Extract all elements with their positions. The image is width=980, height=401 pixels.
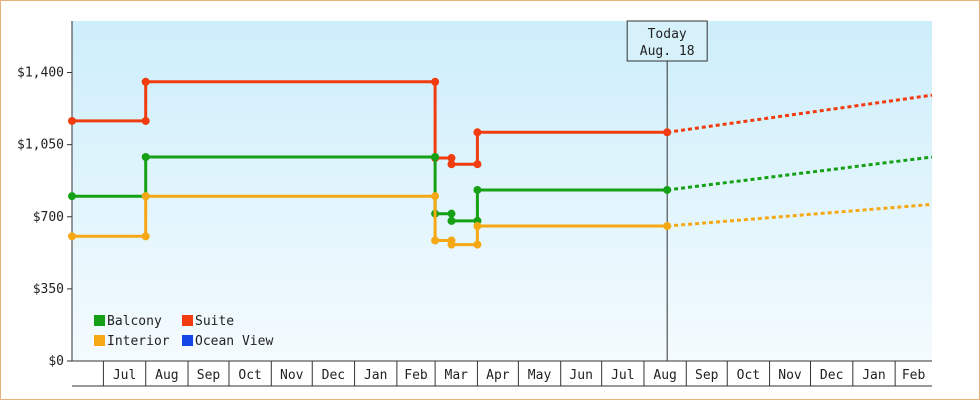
x-tick-label: May <box>528 368 552 383</box>
series-interior-point <box>473 240 482 249</box>
x-tick-label: Jan <box>364 368 387 383</box>
x-tick-label: Nov <box>280 368 304 383</box>
series-interior-point <box>447 240 456 249</box>
legend-label-suite: Suite <box>195 314 234 329</box>
legend-swatch-suite <box>182 315 193 326</box>
y-tick-label: $1,400 <box>17 66 64 81</box>
series-balcony-forecast <box>666 155 933 192</box>
x-tick-label: Jun <box>569 368 592 383</box>
series-suite-point <box>447 154 456 163</box>
x-tick-label: Aug <box>653 368 676 383</box>
series-interior-forecast <box>667 202 933 228</box>
series-interior-point <box>473 222 482 231</box>
today-label: Today <box>648 27 687 42</box>
y-axis: $0 $350 $700 $1,050 $1,400 <box>17 21 73 369</box>
today-box <box>626 20 708 62</box>
today-date-label: Aug. 18 <box>640 44 695 59</box>
x-tick-label: Aug <box>155 368 178 383</box>
legend-label-balcony: Balcony <box>107 314 162 329</box>
x-tick-label: Dec <box>820 368 843 383</box>
series-balcony-point <box>663 185 672 194</box>
y-tick-label: $350 <box>33 282 64 297</box>
legend-swatch-interior <box>94 335 105 346</box>
x-tick-label: Sep <box>695 368 719 383</box>
series-suite-point <box>473 128 482 137</box>
legend-swatch-ocean-view <box>182 335 193 346</box>
series-interior-point <box>431 192 440 201</box>
series-balcony-line <box>72 155 668 223</box>
y-tick-label: $0 <box>48 354 64 369</box>
series-group <box>68 77 933 249</box>
series-suite-point <box>68 116 76 125</box>
x-tick-label: Feb <box>404 368 428 383</box>
y-tick-label: $1,050 <box>17 138 64 153</box>
x-tick-label: Sep <box>197 368 221 383</box>
series-interior-point <box>141 232 150 241</box>
series-suite-point <box>663 128 672 137</box>
series-suite-point <box>447 160 456 169</box>
x-tick-label: Dec <box>322 368 345 383</box>
series-interior-point <box>431 236 440 245</box>
x-tick-label: Nov <box>778 368 802 383</box>
series-interior-point <box>663 222 672 231</box>
series-balcony-point <box>431 153 440 161</box>
legend-label-ocean-view: Ocean View <box>195 334 273 349</box>
x-tick-label: Oct <box>737 368 760 383</box>
series-suite-line <box>72 80 668 166</box>
x-axis: Jul Aug Sep Oct Nov Dec Jan Feb Mar Apr May Jun Jul A… <box>72 360 932 387</box>
series-suite-point <box>141 116 150 125</box>
series-interior-point <box>68 232 76 241</box>
series-interior-line <box>72 194 668 247</box>
legend: Balcony Suite Interior Ocean View <box>94 314 273 349</box>
today-marker: Today Aug. 18 <box>626 20 708 361</box>
series-balcony-point <box>141 153 150 161</box>
series-balcony-point <box>68 192 76 201</box>
y-tick-label: $700 <box>33 210 64 225</box>
x-tick-label: Oct <box>238 368 261 383</box>
x-tick-label: Apr <box>486 368 510 383</box>
x-tick-label: Feb <box>902 368 926 383</box>
series-suite-point <box>141 77 150 86</box>
legend-swatch-balcony <box>94 315 105 326</box>
series-balcony-point <box>447 216 456 225</box>
series-suite-point <box>431 77 440 86</box>
series-suite-forecast <box>666 93 933 134</box>
series-interior-point <box>141 192 150 201</box>
legend-label-interior: Interior <box>107 334 170 349</box>
x-tick-label: Jan <box>862 368 885 383</box>
x-tick-label: Jul <box>113 368 136 383</box>
series-balcony-point <box>473 185 482 194</box>
x-tick-label: Jul <box>611 368 634 383</box>
x-tick-label: Mar <box>445 368 469 383</box>
series-balcony-point <box>447 209 456 218</box>
series-suite-point <box>473 160 482 169</box>
